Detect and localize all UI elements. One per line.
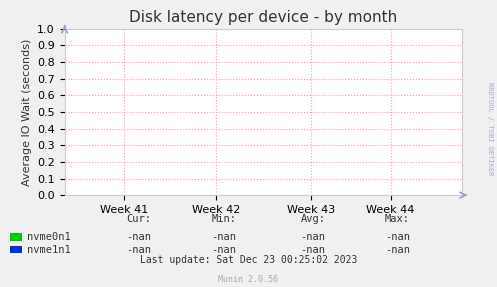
Text: Min:: Min: [211, 214, 236, 224]
Text: Max:: Max: [385, 214, 410, 224]
Text: -nan: -nan [301, 245, 326, 255]
Title: Disk latency per device - by month: Disk latency per device - by month [129, 10, 398, 25]
Text: Munin 2.0.56: Munin 2.0.56 [219, 275, 278, 284]
Text: -nan: -nan [385, 232, 410, 242]
Text: -nan: -nan [127, 232, 152, 242]
Text: -nan: -nan [127, 245, 152, 255]
Text: -nan: -nan [385, 245, 410, 255]
Text: nvme0n1: nvme0n1 [27, 232, 71, 242]
Text: Avg:: Avg: [301, 214, 326, 224]
Text: -nan: -nan [211, 245, 236, 255]
Text: RRDTOOL / TOBI OETIKER: RRDTOOL / TOBI OETIKER [487, 82, 493, 176]
Text: nvme1n1: nvme1n1 [27, 245, 71, 255]
Y-axis label: Average IO Wait (seconds): Average IO Wait (seconds) [21, 38, 32, 186]
Text: -nan: -nan [301, 232, 326, 242]
Text: -nan: -nan [211, 232, 236, 242]
Text: Last update: Sat Dec 23 00:25:02 2023: Last update: Sat Dec 23 00:25:02 2023 [140, 255, 357, 265]
Text: Cur:: Cur: [127, 214, 152, 224]
